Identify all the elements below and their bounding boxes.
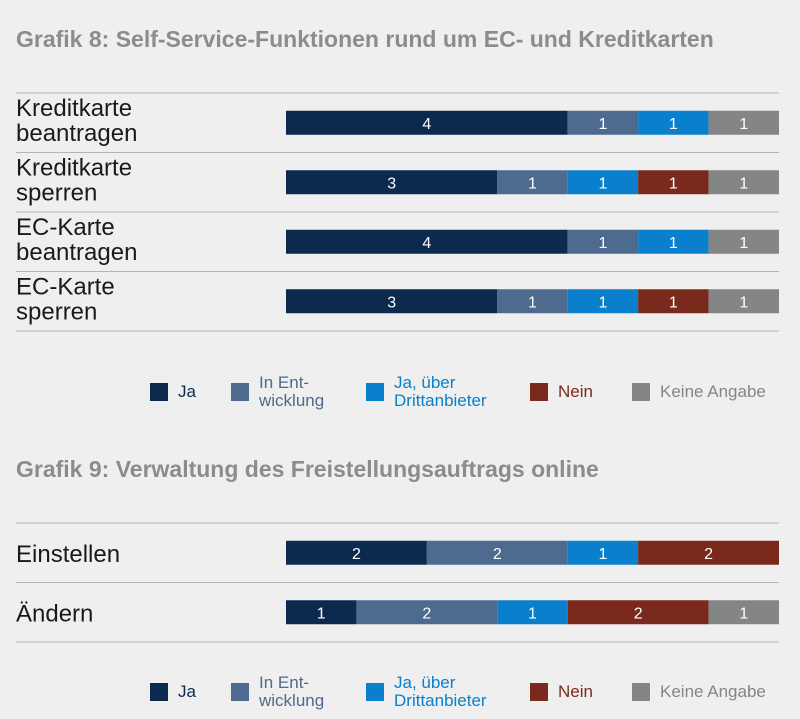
- bar-segment: [708, 289, 779, 314]
- data-label: 1: [669, 235, 678, 252]
- category-label: EC-Karte beantragen: [16, 214, 137, 266]
- legend-swatch: [530, 683, 548, 701]
- bar-segment: [286, 170, 498, 195]
- bar-segment: [286, 110, 568, 135]
- category-label: Einstellen: [16, 541, 120, 568]
- legend-item: Ja, über Drittanbieter: [366, 674, 487, 710]
- legend-swatch: [530, 383, 548, 401]
- data-label: 1: [528, 605, 537, 622]
- legend-swatch: [150, 383, 168, 401]
- bar-segment: [567, 229, 639, 254]
- bar-segment: [567, 600, 709, 625]
- bar-segment: [356, 600, 498, 625]
- bar-segment: [638, 229, 709, 254]
- bar-segment: [708, 229, 779, 254]
- data-label: 1: [598, 116, 607, 133]
- data-label: 1: [669, 175, 678, 192]
- legend-label: In Ent- wicklung: [259, 673, 325, 710]
- data-label: 1: [598, 294, 607, 311]
- legend-swatch: [150, 683, 168, 701]
- bar-segment: [497, 600, 568, 625]
- data-label: 1: [528, 175, 537, 192]
- legend-label: Nein: [558, 682, 593, 701]
- data-label: 1: [598, 235, 607, 252]
- bar-segment: [286, 540, 427, 565]
- bar-segment: [497, 289, 568, 314]
- data-label: 1: [528, 294, 537, 311]
- data-label: 1: [739, 116, 748, 133]
- data-label: 1: [317, 605, 326, 622]
- data-label: 2: [422, 605, 431, 622]
- legend-swatch: [366, 383, 384, 401]
- bar-segment: [286, 600, 357, 625]
- data-label: 1: [739, 235, 748, 252]
- bar-segment: [567, 540, 639, 565]
- bar-segment: [638, 289, 709, 314]
- data-label: 2: [704, 546, 713, 563]
- data-label: 1: [669, 294, 678, 311]
- legend-item: In Ent- wicklung: [231, 674, 324, 710]
- category-label: Ändern: [16, 600, 93, 627]
- bar-segment: [708, 110, 779, 135]
- legend-swatch: [632, 683, 650, 701]
- bar-segment: [567, 289, 639, 314]
- bar-segment: [708, 170, 779, 195]
- category-label: Kreditkarte beantragen: [16, 95, 137, 147]
- data-label: 1: [739, 605, 748, 622]
- legend-label: Ja: [178, 382, 196, 401]
- legend-label: Ja, über Drittanbieter: [394, 673, 487, 710]
- chart-8-plot: Kreditkarte beantragen 4 1 1 1 Kreditkarte sper…: [16, 92, 779, 332]
- legend-item: Keine Angabe: [632, 683, 766, 701]
- legend-swatch: [231, 683, 249, 701]
- bar-segment: [286, 229, 568, 254]
- chart-8-title: Grafik 8: Self-Service-Funktionen rund u…: [16, 26, 714, 52]
- legend-label: Ja: [178, 682, 196, 701]
- legend-item: Keine Angabe: [632, 383, 766, 401]
- data-label: 1: [598, 175, 607, 192]
- data-label: 3: [387, 175, 396, 192]
- data-label: 2: [493, 546, 502, 563]
- legend-label: Nein: [558, 382, 593, 401]
- legend-label: In Ent- wicklung: [259, 373, 325, 410]
- legend-label: Ja, über Drittanbieter: [394, 373, 487, 410]
- data-label: 1: [598, 546, 607, 563]
- legend-swatch: [632, 383, 650, 401]
- data-label: 2: [352, 546, 361, 563]
- category-label: EC-Karte sperren: [16, 274, 115, 326]
- legend-item: Ja: [150, 383, 196, 401]
- data-label: 1: [739, 294, 748, 311]
- legend-swatch: [366, 683, 384, 701]
- data-label: 4: [422, 235, 431, 252]
- bar-segment: [638, 110, 709, 135]
- bar-segment: [497, 170, 568, 195]
- legend-item: Nein: [530, 383, 593, 401]
- bar-segment: [286, 289, 498, 314]
- legend-label: Keine Angabe: [660, 382, 766, 401]
- bar-segment: [567, 110, 639, 135]
- data-label: 1: [669, 116, 678, 133]
- data-label: 2: [634, 605, 643, 622]
- bar-segment: [638, 540, 779, 565]
- legend-swatch: [231, 383, 249, 401]
- legend-label: Keine Angabe: [660, 682, 766, 701]
- legend-item: In Ent- wicklung: [231, 374, 324, 410]
- bar-segment: [708, 600, 779, 625]
- chart-9-plot: Einstellen 2 2 1 2 Ändern 1 2 1 2 1: [16, 522, 779, 643]
- chart-8-legend: Ja In Ent- wicklung Ja, über Drittanbieter…: [0, 372, 800, 412]
- category-label: Kreditkarte sperren: [16, 155, 132, 207]
- chart-9-title: Grafik 9: Verwaltung des Freistellungsau…: [16, 456, 599, 482]
- bar-segment: [638, 170, 709, 195]
- bar-segment: [426, 540, 568, 565]
- legend-item: Nein: [530, 683, 593, 701]
- data-label: 4: [422, 116, 431, 133]
- legend-item: Ja, über Drittanbieter: [366, 374, 487, 410]
- data-label: 1: [739, 175, 748, 192]
- data-label: 3: [387, 294, 396, 311]
- legend-item: Ja: [150, 683, 196, 701]
- bar-segment: [567, 170, 639, 195]
- chart-9-legend: Ja In Ent- wicklung Ja, über Drittanbieter…: [0, 672, 800, 712]
